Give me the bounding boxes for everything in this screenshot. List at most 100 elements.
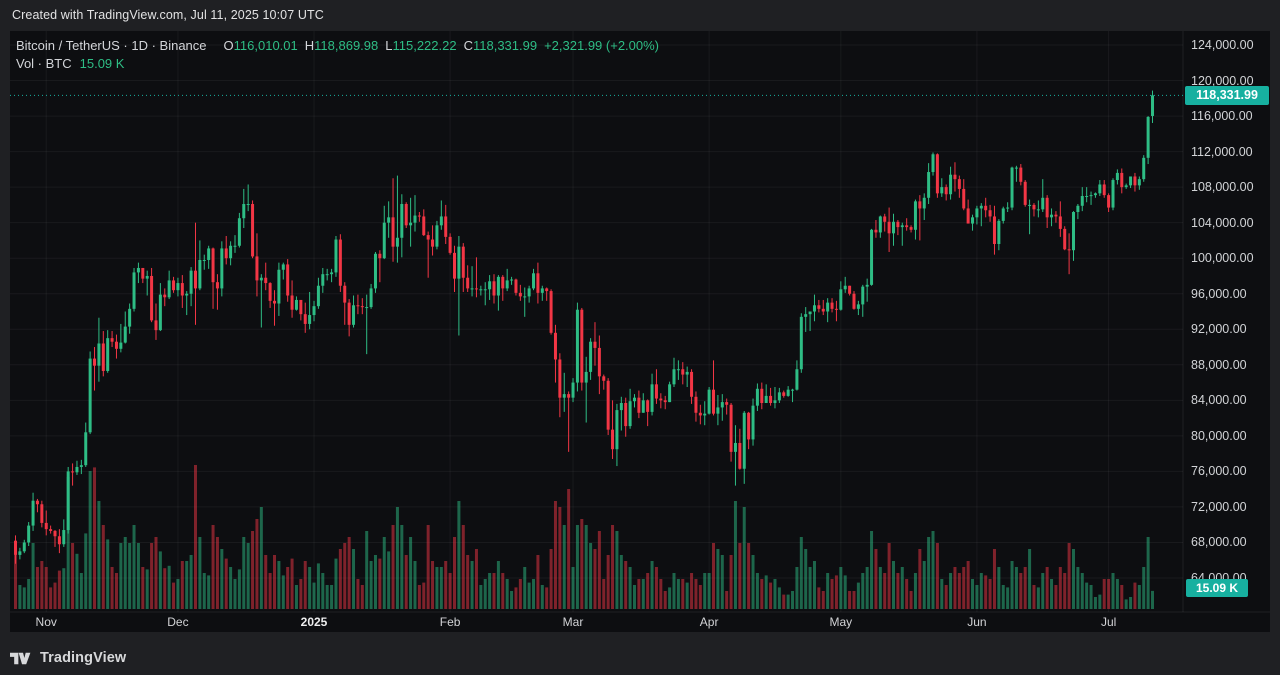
candle-body [764,395,768,403]
volume-bar [246,543,250,609]
volume-bar [738,543,742,609]
volume-bar [848,591,852,609]
volume-bar [1102,579,1106,609]
volume-bar [365,531,369,609]
candle-body [672,369,676,385]
volume-bar [479,585,483,609]
volume-bar [281,575,285,609]
volume-bar [861,573,865,609]
volume-bar [580,519,584,609]
candle-body [387,217,391,223]
volume-bar [27,579,31,609]
volume-bar [839,567,843,609]
candle-body [646,400,650,412]
candle-body [808,311,812,315]
candle-body [1089,195,1093,197]
candle-body [698,412,702,416]
volume-bar [760,579,764,609]
candle-body [527,288,531,297]
volume-bar [325,585,329,609]
volume-bar [900,567,904,609]
volume-bar [233,579,237,609]
candle-body [395,237,399,247]
candle-body [760,388,764,403]
volume-bar [935,543,939,609]
candle-body [1129,176,1133,186]
symbol-legend: Bitcoin / TetherUS · 1D · Binance O 116,0… [16,37,659,73]
volume-bar [132,525,136,609]
candle-body [1115,172,1119,181]
volume-bar [931,531,935,609]
volume-bar [782,594,786,609]
volume-bar [334,558,338,609]
volume-bar [53,582,57,609]
candle-body [953,174,957,180]
volume-bar [461,525,465,609]
volume-bar [733,501,737,609]
candle-body [1076,205,1080,213]
candle-body [422,216,426,236]
candle-body [35,500,39,505]
volume-bar [31,543,35,609]
price-tick-label: 76,000.00 [1191,464,1247,479]
candle-body [53,530,57,537]
candle-body [821,308,825,312]
volume-bar [518,579,522,609]
volume-bar [44,567,48,609]
volume-bar [663,591,667,609]
candlestick-chart[interactable] [10,31,1270,632]
price-tick-label: 108,000.00 [1191,180,1254,195]
attribution-text: Created with TradingView.com, Jul 11, 20… [12,8,324,22]
candle-body [316,285,320,307]
volume-bar [242,537,246,609]
volume-bar [1142,567,1146,609]
volume-bar [84,533,88,609]
volume-bar [1058,567,1062,609]
candle-body [659,398,663,401]
volume-bar [400,525,404,609]
candle-body [501,276,505,289]
volume-bar [488,573,492,609]
month-label: Feb [439,615,461,629]
candle-body [145,275,149,279]
candle-body [716,407,720,414]
candle-body [281,264,285,270]
volume-bar [698,585,702,609]
volume-bar [229,567,233,609]
candle-body [352,305,356,325]
volume-bar [913,573,917,609]
volume-bar [821,591,825,609]
tradingview-brand[interactable]: TradingView [40,650,127,666]
price-tick-label: 112,000.00 [1191,144,1253,159]
volume-layer [14,465,1155,609]
candle-body [782,392,786,396]
volume-bar [448,573,452,609]
volume-bar [795,567,799,609]
tradingview-logo-icon[interactable] [10,652,33,665]
volume-bar [536,555,540,609]
volume-bar [672,573,676,609]
candle-body [154,320,158,331]
candle-body [1045,197,1049,218]
candle-body [172,280,176,291]
candles-layer [14,90,1155,564]
candle-body [1093,193,1097,196]
volume-bar [352,549,356,609]
candle-body [75,466,79,473]
volume-bar [966,561,970,609]
candle-body [479,289,483,291]
volume-bar [1076,567,1080,609]
candle-body [1085,196,1089,198]
chart-panel[interactable]: Bitcoin / TetherUS · 1D · Binance O 116,0… [10,31,1270,632]
candle-body [769,395,773,403]
volume-bar [676,579,680,609]
volume-bar [878,567,882,609]
volume-bar [830,579,834,609]
candle-body [128,308,132,327]
volume-bar [417,585,421,609]
candle-body [88,358,92,433]
volume-bar [927,537,931,609]
volume-bar [1054,585,1058,609]
volume-bar [742,507,746,609]
candle-body [1032,204,1036,210]
